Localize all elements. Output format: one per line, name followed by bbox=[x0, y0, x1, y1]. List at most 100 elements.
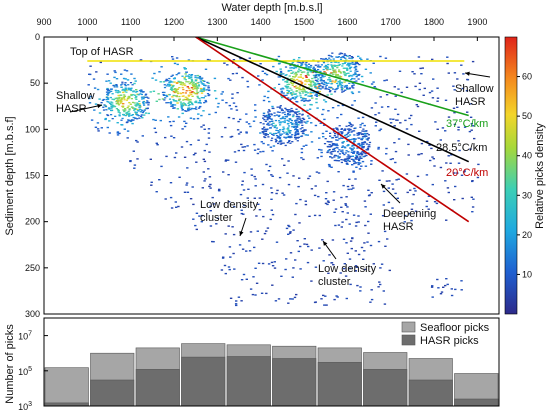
density-pick bbox=[287, 120, 290, 122]
density-pick bbox=[245, 278, 248, 280]
density-pick bbox=[333, 147, 336, 150]
density-pick bbox=[191, 102, 194, 105]
density-pick bbox=[411, 203, 414, 205]
density-pick bbox=[189, 81, 193, 84]
density-pick bbox=[170, 101, 173, 103]
density-pick bbox=[302, 87, 305, 89]
density-pick bbox=[133, 102, 136, 104]
density-pick bbox=[279, 88, 283, 90]
density-pick bbox=[367, 232, 370, 234]
density-pick bbox=[129, 160, 132, 162]
density-pick bbox=[170, 207, 174, 209]
density-pick bbox=[188, 89, 191, 92]
density-pick bbox=[349, 155, 352, 158]
density-pick bbox=[338, 80, 341, 82]
density-pick bbox=[318, 85, 321, 88]
density-pick bbox=[356, 155, 359, 158]
density-pick bbox=[289, 122, 292, 124]
density-pick bbox=[444, 284, 447, 287]
density-pick bbox=[276, 130, 280, 132]
density-pick bbox=[351, 124, 354, 126]
density-pick bbox=[307, 66, 310, 68]
density-pick bbox=[197, 84, 200, 86]
density-pick bbox=[344, 158, 347, 161]
density-pick bbox=[192, 203, 195, 206]
density-pick bbox=[284, 74, 287, 77]
density-pick bbox=[436, 87, 439, 89]
density-pick bbox=[298, 177, 301, 179]
density-pick bbox=[421, 67, 424, 69]
density-pick bbox=[196, 77, 199, 79]
density-pick bbox=[187, 81, 190, 83]
density-pick bbox=[339, 131, 342, 133]
density-pick bbox=[363, 141, 366, 144]
density-pick bbox=[431, 97, 435, 99]
density-pick bbox=[291, 84, 294, 86]
density-pick bbox=[337, 84, 340, 86]
density-pick bbox=[413, 187, 416, 190]
density-pick bbox=[94, 126, 98, 128]
density-pick bbox=[300, 62, 303, 64]
density-pick bbox=[321, 87, 324, 89]
density-pick bbox=[375, 121, 378, 123]
density-pick bbox=[341, 151, 344, 153]
density-pick bbox=[360, 139, 363, 141]
density-pick bbox=[125, 89, 128, 91]
density-pick bbox=[457, 162, 461, 164]
density-pick bbox=[204, 99, 207, 102]
x-tick-label: 1300 bbox=[207, 17, 227, 27]
density-pick bbox=[267, 111, 270, 113]
density-pick bbox=[253, 197, 256, 199]
density-pick bbox=[322, 62, 326, 64]
density-pick bbox=[363, 155, 366, 157]
density-pick bbox=[109, 82, 112, 84]
density-pick bbox=[170, 87, 173, 90]
density-pick bbox=[154, 131, 158, 134]
density-pick bbox=[351, 130, 354, 132]
density-pick bbox=[114, 89, 117, 91]
density-pick bbox=[169, 103, 173, 105]
density-pick bbox=[118, 115, 121, 117]
density-pick bbox=[173, 81, 176, 83]
density-pick bbox=[206, 93, 210, 95]
density-pick bbox=[317, 82, 320, 85]
density-pick bbox=[336, 139, 339, 141]
density-pick bbox=[299, 268, 302, 270]
density-pick bbox=[248, 57, 251, 59]
density-pick bbox=[343, 54, 346, 56]
density-pick bbox=[327, 141, 330, 143]
density-pick bbox=[298, 57, 301, 59]
density-pick bbox=[240, 143, 243, 146]
density-pick bbox=[363, 250, 366, 252]
density-pick bbox=[181, 75, 184, 77]
density-pick bbox=[378, 129, 381, 132]
density-pick bbox=[301, 127, 304, 129]
density-pick bbox=[278, 76, 282, 78]
density-pick bbox=[113, 70, 116, 72]
density-pick bbox=[288, 131, 291, 133]
density-pick bbox=[197, 139, 200, 141]
density-pick bbox=[230, 108, 233, 110]
density-pick bbox=[362, 258, 365, 260]
density-pick bbox=[348, 57, 351, 59]
density-pick bbox=[262, 133, 266, 135]
density-pick bbox=[281, 158, 284, 160]
density-pick bbox=[450, 288, 453, 290]
density-pick bbox=[213, 90, 217, 92]
density-pick bbox=[348, 258, 352, 260]
density-pick bbox=[316, 87, 319, 90]
density-pick bbox=[372, 62, 375, 64]
density-pick bbox=[310, 87, 313, 90]
density-pick bbox=[136, 141, 139, 143]
density-pick bbox=[417, 56, 421, 58]
density-pick bbox=[225, 102, 228, 104]
density-pick bbox=[344, 61, 347, 63]
density-pick bbox=[354, 73, 357, 76]
density-pick bbox=[126, 79, 130, 81]
density-pick bbox=[343, 134, 347, 137]
density-pick bbox=[302, 61, 305, 63]
density-pick bbox=[300, 88, 303, 91]
density-pick bbox=[332, 58, 335, 60]
density-pick bbox=[164, 136, 167, 139]
